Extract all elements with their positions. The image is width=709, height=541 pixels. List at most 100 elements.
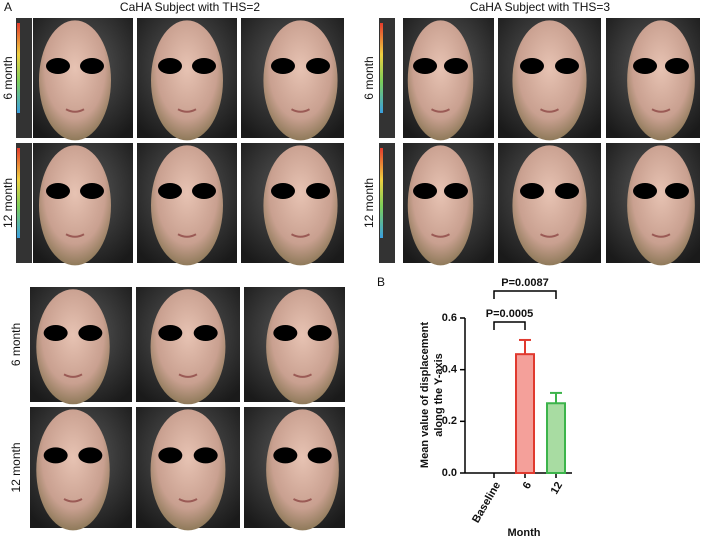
eye-mask	[193, 447, 218, 464]
color-scale	[380, 23, 383, 113]
bar	[546, 402, 566, 474]
eye-mask	[78, 325, 103, 341]
panel-label: B	[377, 275, 385, 289]
y-axis-label: along the Y-axis	[433, 353, 445, 437]
eye-mask	[158, 58, 182, 74]
lips	[651, 233, 671, 238]
face-photo	[244, 407, 345, 531]
face	[39, 20, 111, 141]
row-label: 12 month	[9, 442, 23, 492]
lips	[178, 498, 198, 503]
y-tick-label: 0.6	[442, 312, 457, 324]
significance-bracket	[493, 321, 526, 330]
lips	[177, 233, 197, 238]
eye-mask	[443, 58, 468, 74]
y-tick-label: 0.4	[442, 364, 458, 376]
eye-mask	[273, 447, 298, 464]
x-tick-label: Baseline	[470, 480, 503, 525]
face	[150, 289, 226, 405]
lips	[291, 108, 310, 113]
eye-mask	[306, 183, 331, 199]
face-photo	[403, 18, 494, 141]
eye-mask	[80, 58, 104, 74]
eye-mask	[519, 58, 544, 74]
eye-mask	[519, 183, 544, 199]
face	[151, 145, 223, 266]
eye-mask	[443, 183, 468, 199]
face	[263, 145, 338, 266]
face	[266, 289, 339, 405]
lips	[63, 498, 83, 503]
color-scale	[17, 148, 20, 238]
row-label: 6 month	[9, 323, 23, 366]
lips	[651, 108, 671, 113]
face	[150, 409, 226, 531]
x-tick-label: 6	[521, 480, 534, 491]
face-photo	[136, 407, 240, 531]
eye-mask	[307, 447, 332, 464]
face-photo	[606, 18, 700, 141]
lips	[540, 108, 559, 113]
lips	[293, 498, 312, 503]
face-photo	[606, 143, 700, 266]
lips	[65, 108, 85, 113]
face	[407, 145, 474, 266]
p-value: P=0.0087	[501, 277, 548, 289]
significance-bracket	[493, 290, 557, 299]
bar	[515, 353, 535, 474]
face-photo	[137, 143, 237, 266]
eye-mask	[192, 58, 216, 74]
block-title: CaHA Subject with THS=3	[470, 0, 611, 14]
eye-mask	[80, 183, 104, 199]
lips	[178, 373, 198, 378]
eye-mask	[306, 58, 331, 74]
face-photo	[498, 143, 601, 266]
eye-mask	[555, 58, 580, 74]
p-value: P=0.0005	[486, 308, 533, 320]
y-axis-label: Mean value of displacement	[419, 322, 431, 468]
lips	[65, 233, 85, 238]
eye-mask	[158, 183, 182, 199]
lips	[540, 233, 559, 238]
face-photo	[241, 18, 344, 141]
eye-mask	[307, 325, 332, 341]
eye-mask	[413, 58, 438, 74]
face-photo	[137, 18, 237, 141]
face-photo	[498, 18, 601, 141]
color-scale	[17, 23, 20, 113]
eye-mask	[555, 183, 580, 199]
face	[266, 409, 339, 531]
eye-mask	[43, 447, 68, 464]
eye-mask	[193, 325, 218, 341]
face-photo	[30, 287, 132, 405]
y-tick-label: 0.0	[442, 467, 457, 479]
x-tick-label: 12	[549, 480, 566, 497]
face	[407, 20, 474, 141]
eye-mask	[664, 58, 689, 74]
x-axis-label: Month	[508, 527, 541, 539]
face	[627, 145, 695, 266]
lips	[177, 108, 197, 113]
eye-mask	[413, 183, 438, 199]
lips	[291, 233, 310, 238]
face-photo	[30, 407, 132, 531]
eye-mask	[158, 447, 183, 464]
face-photo	[241, 143, 344, 266]
face	[36, 289, 110, 405]
eye-mask	[43, 325, 68, 341]
eye-mask	[270, 58, 295, 74]
row-label: 6 month	[1, 56, 15, 99]
lips	[63, 373, 83, 378]
row-label: 12 month	[1, 178, 15, 228]
face	[512, 145, 587, 266]
face	[36, 409, 110, 531]
row-label: 12 month	[362, 178, 376, 228]
face-photo	[244, 287, 345, 405]
row-label: 6 month	[362, 56, 376, 99]
face-photo	[33, 18, 133, 141]
block-title: CaHA Subject with THS=2	[120, 0, 261, 14]
face	[151, 20, 223, 141]
eye-mask	[633, 183, 658, 199]
eye-mask	[633, 58, 658, 74]
